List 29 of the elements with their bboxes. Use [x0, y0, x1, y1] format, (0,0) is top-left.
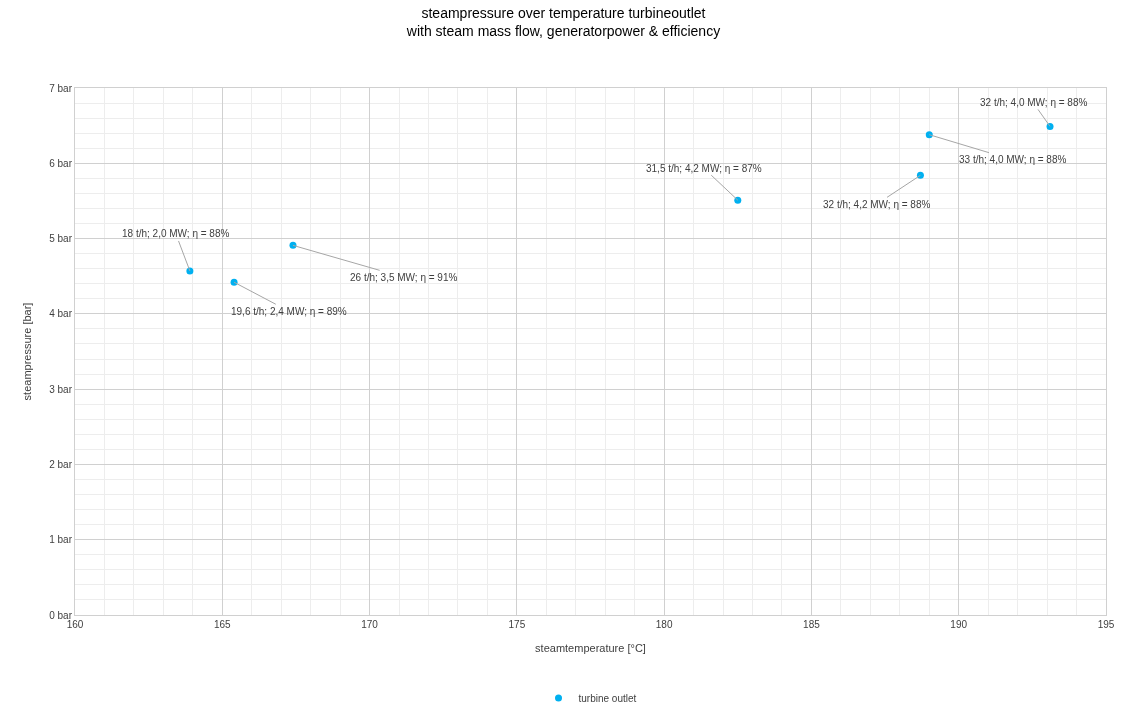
y-tick-label: 5 bar: [49, 233, 73, 245]
chart-subtitle: with steam mass flow, generatorpower & efficiency: [405, 23, 721, 40]
x-tick-label: 170: [361, 619, 379, 630]
y-tick-label: 0 bar: [49, 609, 73, 621]
annotation: 33 t/h; 4,0 MW; η = 88%: [959, 154, 1067, 165]
x-tick-label: 175: [508, 619, 526, 630]
y-tick-label: 2 bar: [49, 458, 73, 470]
x-tick-label: 165: [213, 619, 232, 630]
y-axis-title: steampressure [bar]: [20, 302, 33, 401]
annotation: 32 t/h; 4,2 MW; η = 88%: [823, 199, 931, 210]
point: [1046, 122, 1054, 130]
x-axis-title: steamtemperature [°C]: [535, 642, 646, 655]
annotation: 32 t/h; 4,0 MW; η = 88%: [980, 97, 1088, 108]
x-tick-label: 195: [1097, 619, 1115, 630]
x-tick-label: 190: [950, 619, 968, 630]
legend-label: turbine outlet: [578, 692, 637, 704]
x-tick-label: 180: [655, 619, 673, 630]
y-tick-label: 4 bar: [49, 308, 73, 320]
y-tick-label: 6 bar: [49, 157, 73, 169]
annotation: 31,5 t/h; 4,2 MW; η = 87%: [646, 163, 762, 174]
y-tick-label: 3 bar: [49, 383, 73, 395]
x-tick-label: 160: [66, 619, 84, 630]
annotation: 19,6 t/h; 2,4 MW; η = 89%: [231, 306, 347, 317]
annotation: 26 t/h; 3,5 MW; η = 91%: [350, 272, 458, 283]
chart-title: steampressure over temperature turbineoutlet: [421, 5, 706, 22]
y-tick-label: 1 bar: [49, 534, 73, 546]
x-tick-label: 185: [803, 619, 821, 630]
y-tick-label: 7 bar: [49, 82, 73, 94]
annotation: 18 t/h; 2,0 MW; η = 88%: [122, 228, 230, 239]
